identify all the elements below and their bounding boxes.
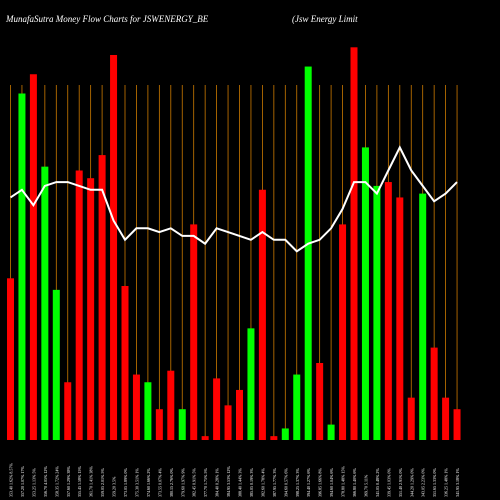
x-tick-labels: 353.40 1.62% 8.57% 357.20 1.07% 17% 353.25…: [9, 463, 461, 497]
bar: [52, 289, 60, 440]
x-tick-label: 341.05 0.48% 2%: [375, 468, 380, 497]
x-tick-label: 377.70 1.75% 5%: [203, 468, 208, 497]
x-tick-label: 373.05 1.89% 0%: [123, 468, 128, 497]
x-tick-label: 343.05 2.23% 0%: [421, 468, 426, 497]
bar: [281, 428, 289, 440]
bar: [270, 436, 278, 440]
x-tick-label: 388.40 1.44% 3%: [238, 468, 243, 497]
bar: [396, 197, 404, 440]
bar: [442, 397, 450, 440]
x-tick-label: 366.80 1.40% 6%: [352, 468, 357, 497]
bar: [155, 409, 163, 440]
bar: [98, 155, 106, 440]
bar: [75, 170, 83, 440]
chart-title: MunafaSutra Money Flow Charts for JSWENE…: [6, 14, 209, 24]
x-tick-label: 341.95 3.18% 1%: [455, 468, 460, 497]
bar: [41, 166, 49, 440]
x-tick-label: 339.45 1.03% 0%: [386, 468, 391, 497]
bar-series: [7, 47, 461, 441]
bar: [304, 66, 312, 441]
x-tick-label: 384.95 3.53% 12%: [226, 466, 231, 497]
bar: [132, 374, 140, 440]
bar: [7, 278, 14, 440]
x-tick-label: 353.25 1.13% 5%: [31, 468, 36, 497]
x-tick-label: 369.70 5.11%: [363, 474, 368, 497]
bar: [167, 370, 175, 440]
bar: [201, 436, 209, 440]
bar: [407, 397, 415, 440]
bar: [316, 363, 324, 440]
x-tick-label: 398.25 1.37% 3%: [295, 468, 300, 497]
money-flow-line: [9, 145, 458, 253]
x-tick-label: 394.60 0.57% 6%: [283, 468, 288, 497]
x-tick-label: 375.30 3.51% 1%: [134, 468, 139, 497]
bar: [361, 147, 369, 440]
bar: [430, 347, 438, 440]
bar: [64, 382, 72, 440]
x-tick-label: 356.70 4.05% 12%: [43, 466, 48, 497]
bar: [247, 328, 255, 440]
bar: [110, 55, 118, 440]
x-tick-label: 394.60 1.04% 6%: [329, 468, 334, 497]
bar: [293, 374, 301, 440]
bar: [224, 405, 232, 440]
bar: [29, 74, 37, 440]
x-tick-label: 353.40 1.62% 8.57%: [9, 463, 14, 497]
x-tick-label: 355.45 1.58% 15%: [77, 466, 82, 497]
x-tick-label: 379.60 1.97% 9%: [180, 468, 185, 497]
x-tick-label: 361.70 1.41% 38%: [89, 466, 94, 497]
bar: [384, 182, 392, 441]
bar: [121, 286, 129, 440]
x-tick-label: 373.55 0.07% 4%: [157, 468, 162, 497]
bar: [236, 389, 243, 440]
x-tick-label: 374.60 1.66% 2%: [146, 468, 151, 497]
bar: [373, 185, 381, 440]
bar: [258, 189, 266, 440]
bar: [350, 47, 358, 441]
x-tick-label: 357.20 1.07% 17%: [20, 466, 25, 497]
x-tick-label: 359.20 3.5%: [112, 476, 117, 497]
bar: [213, 378, 221, 440]
bar: [339, 224, 347, 440]
x-tick-label: 357.60 1.29% 38%: [66, 466, 71, 497]
x-tick-label: 336.25 1.48% 1%: [444, 468, 449, 497]
x-tick-label: 387.95 1.77% 3%: [272, 468, 277, 497]
x-tick-label: 351.65 1.33% 0%: [432, 468, 437, 497]
x-tick-label: 344.20 1.29% 0%: [409, 468, 414, 497]
x-tick-label: 385.05 0.19% 3%: [249, 468, 254, 497]
x-tick-label: 382.45 0.91% 5%: [192, 468, 197, 497]
bar: [419, 193, 427, 440]
bar: [453, 409, 461, 440]
x-tick-label: 359.05 2.01% 5%: [100, 468, 105, 497]
bar: [18, 93, 26, 440]
company-name: (Jsw Energy Limit: [292, 14, 358, 24]
x-tick-label: 351.40 2.91% 0%: [398, 468, 403, 497]
x-tick-label: 382.60 1.78% 4%: [260, 468, 265, 497]
x-tick-label: 358.35 1.72% 24%: [54, 466, 59, 497]
bar: [178, 409, 186, 440]
x-tick-label: 396.85 1.66% 8%: [318, 468, 323, 497]
bar: [144, 382, 152, 440]
x-tick-label: 380.15 2.76% 0%: [169, 468, 174, 497]
x-tick-label: 378.80 1.48% 15%: [341, 466, 346, 497]
bar: [87, 178, 95, 440]
x-tick-label: 394.40 1.27% 6%: [306, 468, 311, 497]
x-tick-label: 384.40 0.28% 1%: [215, 468, 220, 497]
bar: [190, 224, 198, 440]
bar: [327, 424, 335, 440]
